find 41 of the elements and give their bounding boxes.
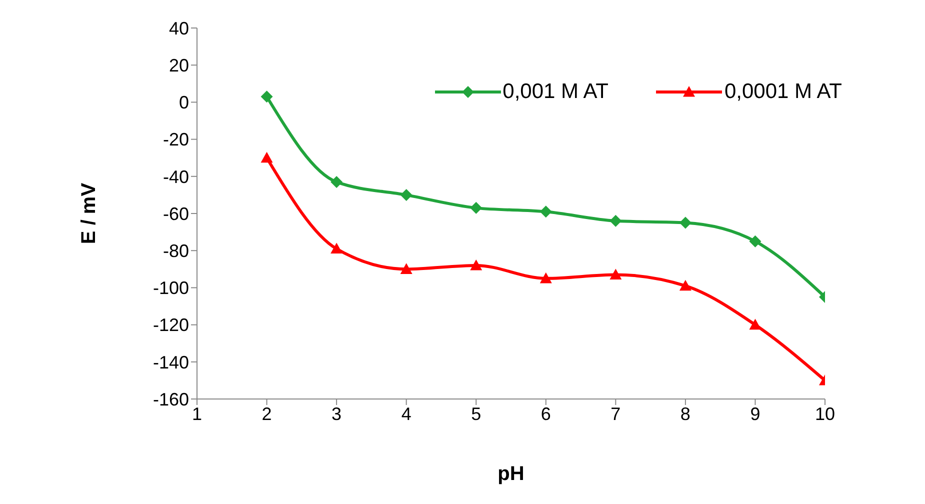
x-tick-label: 4 xyxy=(401,404,412,424)
x-tick-label: 3 xyxy=(332,404,342,424)
x-tick-label: 7 xyxy=(610,404,621,424)
x-axis-title: pH xyxy=(498,463,524,485)
x-tick-label: 9 xyxy=(750,404,760,424)
y-tick-label: -20 xyxy=(162,130,189,150)
y-axis-title: E / mV xyxy=(78,182,100,244)
point xyxy=(679,216,692,229)
point xyxy=(400,188,412,201)
x-tick-label: 8 xyxy=(680,404,690,424)
point xyxy=(749,318,762,330)
x-tick-label: 10 xyxy=(814,404,836,424)
point xyxy=(400,263,412,274)
legend-label: 0,001 M AT xyxy=(502,80,608,104)
point xyxy=(330,176,343,188)
y-tick-label: -140 xyxy=(152,352,189,372)
point xyxy=(679,280,692,291)
y-tick-label: 20 xyxy=(168,55,189,76)
x-tick-label: 2 xyxy=(262,404,272,424)
y-tick-label: -120 xyxy=(152,315,189,336)
y-tick-label: 40 xyxy=(168,18,189,38)
x-tick-label: 5 xyxy=(471,404,482,424)
point xyxy=(540,272,552,284)
y-tick-label: 0 xyxy=(178,92,189,113)
point xyxy=(610,268,622,280)
y-tick-label: -40 xyxy=(162,166,189,187)
legend-label: 0,0001 M AT xyxy=(724,80,842,104)
y-tick-label: -60 xyxy=(162,204,189,224)
point xyxy=(330,242,343,254)
point xyxy=(540,206,552,218)
point xyxy=(749,235,762,248)
point xyxy=(260,152,273,163)
x-tick-label: 1 xyxy=(192,404,202,424)
point xyxy=(610,214,622,227)
point xyxy=(260,90,273,103)
y-tick-label: -100 xyxy=(152,278,189,298)
point xyxy=(470,202,482,214)
point xyxy=(470,259,482,270)
x-tick-label: 6 xyxy=(540,404,551,424)
y-tick-label: -80 xyxy=(162,240,189,261)
y-tick-label: -160 xyxy=(152,389,189,410)
